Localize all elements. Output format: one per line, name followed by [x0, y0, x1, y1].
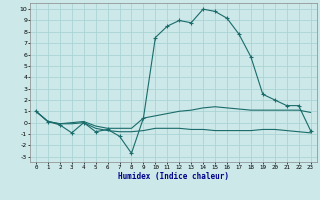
- X-axis label: Humidex (Indice chaleur): Humidex (Indice chaleur): [118, 172, 229, 181]
